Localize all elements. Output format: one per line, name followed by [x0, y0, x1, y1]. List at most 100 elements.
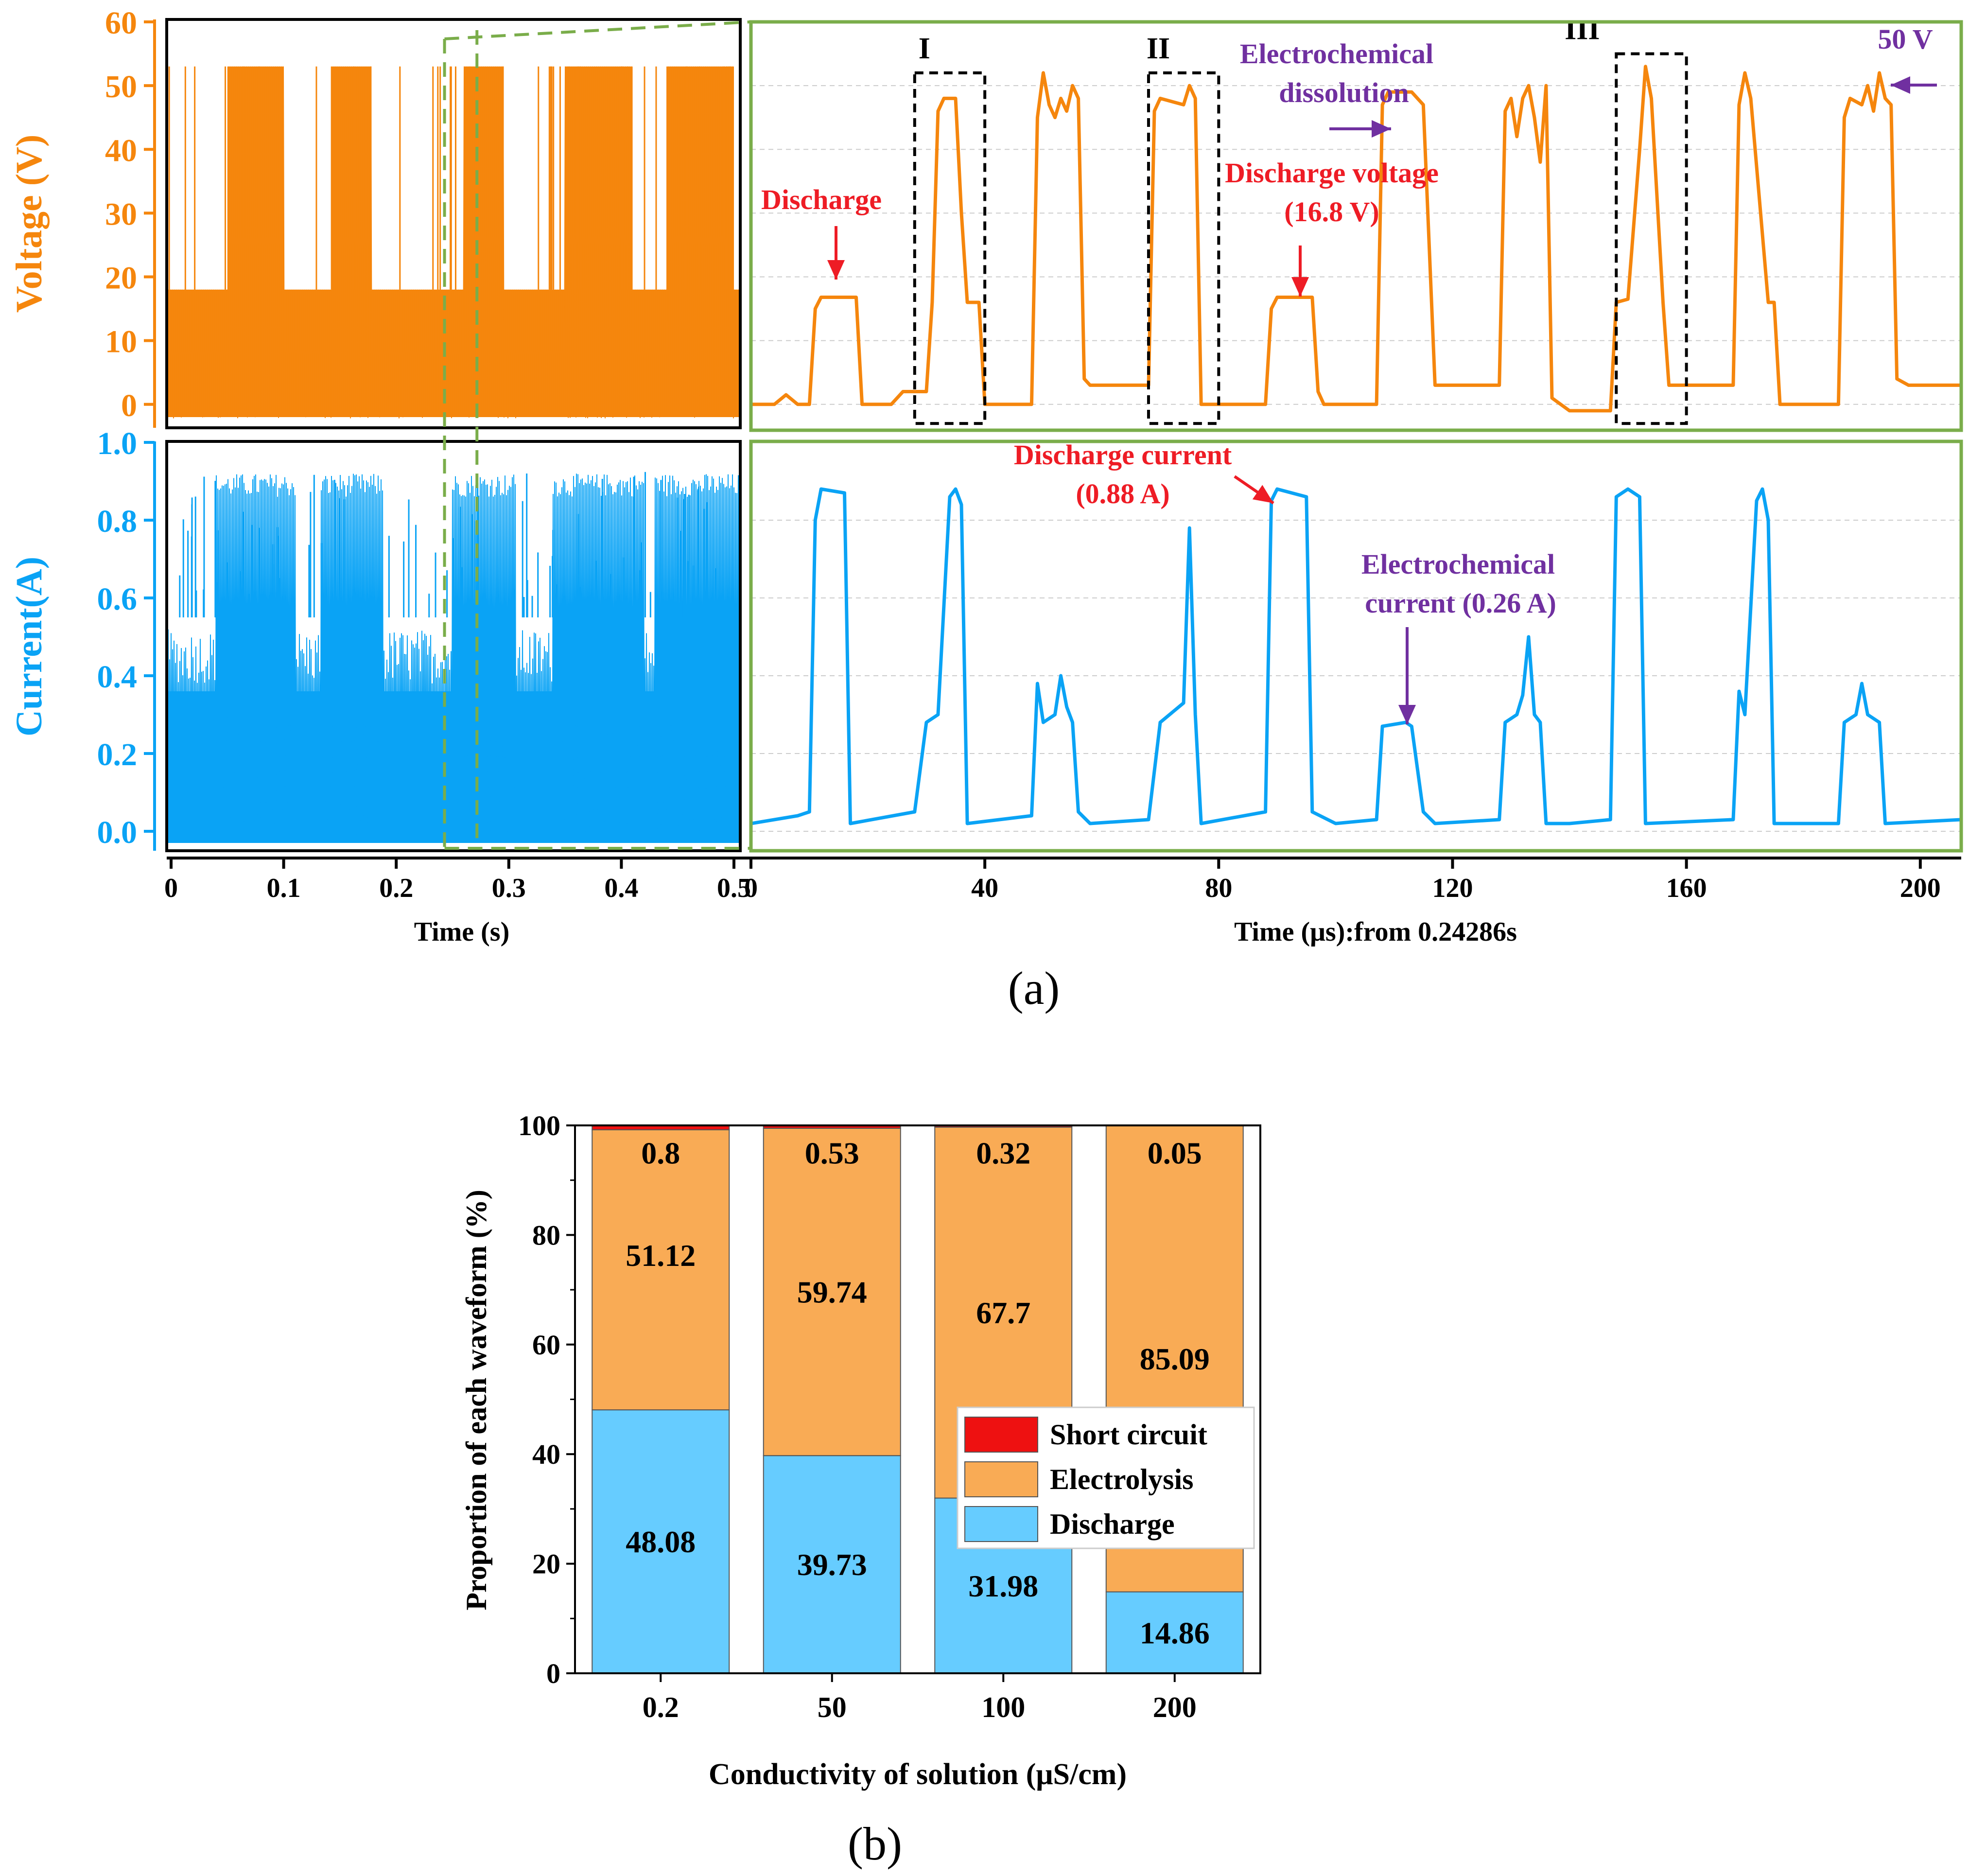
voltage-y-axis-title: Voltage (V): [9, 135, 50, 313]
annotation-electrochemical-current: Electrochemical: [1361, 548, 1555, 580]
current-zoom-frame: [749, 439, 1963, 853]
voltage-y-tick-label: 50: [105, 69, 137, 105]
box-label: III: [1565, 13, 1600, 46]
time-x-tick-label: 0: [164, 873, 178, 903]
bar-label-electrolysis: 85.09: [1140, 1342, 1210, 1376]
panel-a-axes: 0 10 20 30 40 50 60 Voltage (V) 0.0 0.2 0.4 0.6 0.8 1…: [9, 5, 1963, 947]
dashed-box-III: [1615, 52, 1688, 425]
fifty-v-arrow-head: [1891, 76, 1910, 94]
voltage-y-tick-label: 60: [105, 5, 137, 41]
zoom-x-tick-label: 0: [744, 873, 758, 903]
zoom-x-tick-label: 120: [1432, 873, 1473, 903]
bar-label-short-circuit: 0.32: [976, 1136, 1030, 1170]
current-y-axis-title: Current(A): [9, 557, 50, 736]
voltage-overview-series: [167, 66, 740, 419]
annotation-electrochemical: Electrochemical: [1240, 38, 1433, 70]
bar-label-electrolysis: 51.12: [626, 1238, 696, 1273]
current-overview-plot: [167, 472, 740, 843]
bar-label-discharge: 48.08: [626, 1525, 696, 1559]
voltage-noise: [167, 66, 740, 419]
bar-label-discharge: 31.98: [968, 1569, 1038, 1603]
current-overview-series: [167, 472, 740, 843]
bar-label-electrolysis: 67.7: [976, 1296, 1030, 1330]
discharge-arrow-head: [827, 260, 845, 280]
time-x-axis-title: Time (s): [414, 917, 510, 947]
voltage-overview-frame: [165, 18, 742, 429]
legend: Short circuit Electrolysis Discharge: [957, 1406, 1255, 1549]
bar-discharge: [763, 1455, 901, 1674]
bar-y-tick-label: 100: [518, 1110, 560, 1141]
current-y-tick-label: 0.2: [97, 737, 138, 772]
bar-x-tick-label: 50: [818, 1691, 847, 1723]
current-y-tick-label: 0.8: [97, 504, 138, 539]
bar-label-short-circuit: 0.53: [805, 1136, 859, 1170]
bar-x-tick-label: 100: [981, 1691, 1025, 1723]
voltage-y-tick-label: 0: [121, 388, 137, 423]
voltage-y-tick-label: 30: [105, 196, 137, 232]
bar-label-discharge: 14.86: [1140, 1615, 1210, 1650]
legend-label: Short circuit: [1050, 1419, 1207, 1451]
current-y-tick-label: 0.0: [97, 815, 138, 850]
annotation-discharge: Discharge: [761, 184, 882, 215]
bar-y-axis-title: Proportion of each waveform (%): [460, 1190, 492, 1610]
bar-x-tick-label: 0.2: [643, 1691, 679, 1723]
annotation-discharge-current: Discharge current: [1014, 439, 1232, 471]
bar-label-discharge: 39.73: [797, 1547, 867, 1582]
voltage-zoom-line: [751, 65, 1961, 413]
bar-discharge: [592, 1409, 730, 1674]
electrochemical-current-arrow-head: [1398, 705, 1416, 724]
time-x-tick-label: 0.2: [379, 873, 413, 903]
zoom-x-tick-label: 40: [971, 873, 998, 903]
bar-x-axis-title: Conductivity of solution (μS/cm): [709, 1758, 1127, 1791]
time-x-tick-label: 0.5: [717, 873, 751, 903]
legend-swatch: [964, 1461, 1038, 1497]
time-x-tick-label: 0.1: [267, 873, 301, 903]
zoom-x-tick-label: 80: [1205, 873, 1232, 903]
legend-swatch: [964, 1417, 1038, 1453]
voltage-y-tick-label: 20: [105, 261, 137, 296]
annotation-discharge-current-value: (0.88 A): [1076, 478, 1169, 509]
voltage-y-tick-label: 40: [105, 133, 137, 168]
bar-label-short-circuit: 0.05: [1148, 1136, 1202, 1170]
bar-label-electrolysis: 59.74: [797, 1275, 867, 1310]
dashed-box-I: [913, 71, 987, 425]
bar-y-tick-label: 40: [532, 1438, 560, 1470]
panel-b: 48.08 51.12 0.8 0.2 39.73 59.74 0.53 50 31.98 67.…: [460, 1110, 1261, 1870]
discharge-current-arrow-head: [1252, 485, 1273, 503]
panel-b-label: (b): [848, 1818, 902, 1870]
dashed-box-II: [1147, 71, 1220, 425]
bar-y-tick-label: 20: [532, 1548, 560, 1580]
zoom-x-axis-title: Time (μs):from 0.24286s: [1234, 917, 1517, 947]
legend-label: Discharge: [1050, 1508, 1175, 1540]
dissolution-arrow-head: [1372, 120, 1391, 138]
current-y-tick-label: 0.4: [97, 659, 138, 695]
bar-y-tick-label: 80: [532, 1219, 560, 1251]
current-y-tick-label: 1.0: [97, 426, 138, 461]
bar-x-tick-label: 200: [1153, 1691, 1197, 1723]
box-label: I: [919, 32, 930, 65]
time-x-tick-label: 0.3: [492, 873, 526, 903]
annotation-50v: 50 V: [1878, 23, 1933, 55]
zoom-x-tick-label: 200: [1900, 873, 1941, 903]
zoom-x-tick-label: 160: [1666, 873, 1707, 903]
current-zoom-plot: [751, 442, 1961, 832]
current-zoom-series: [751, 442, 1961, 832]
time-x-tick-label: 0.4: [604, 873, 638, 903]
bar-y-tick-label: 60: [532, 1329, 560, 1361]
bar-label-short-circuit: 0.8: [641, 1136, 680, 1170]
box-label: II: [1147, 32, 1170, 65]
panel-a-label: (a): [1008, 962, 1060, 1014]
discharge-voltage-arrow-head: [1291, 277, 1309, 297]
annotation-discharge-voltage-value: (16.8 V): [1284, 196, 1379, 228]
zoom-connector-top: [444, 20, 751, 40]
waveform-proportion-plot: 48.08 51.12 0.8 0.2 39.73 59.74 0.53 50 31.98 67.…: [460, 1110, 1261, 1791]
bar-electrolysis: [763, 1127, 901, 1456]
legend-label: Electrolysis: [1050, 1463, 1194, 1495]
voltage-overview-plot: [167, 66, 740, 419]
bar-electrolysis: [592, 1129, 730, 1411]
annotations: Discharge Discharge voltage (16.8 V) Electr…: [761, 23, 1937, 724]
